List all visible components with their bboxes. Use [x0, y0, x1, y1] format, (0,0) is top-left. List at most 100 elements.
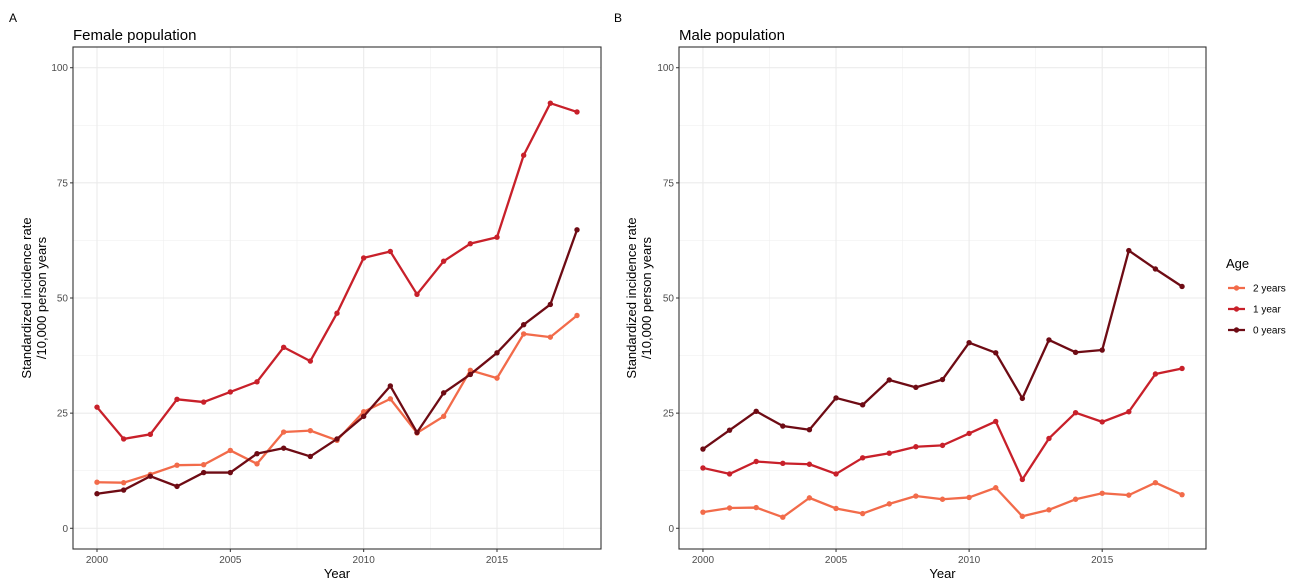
data-point: [227, 469, 234, 476]
data-point: [1152, 479, 1159, 486]
legend-key-point: [1233, 306, 1240, 312]
data-point: [780, 460, 786, 467]
data-point: [1046, 507, 1052, 513]
data-point: [574, 312, 580, 319]
data-point: [280, 429, 287, 435]
data-point: [174, 462, 180, 468]
gridlines: [73, 47, 601, 549]
data-point: [1179, 365, 1185, 372]
data-point: [414, 291, 420, 298]
data-point: [726, 427, 733, 433]
legend-key-point: [1233, 327, 1240, 333]
x-axis-title: Year: [929, 566, 956, 581]
data-point: [520, 152, 527, 158]
data-point: [254, 461, 260, 467]
x-axis-title: Year: [324, 566, 351, 581]
data-point: [547, 100, 554, 106]
data-point: [174, 396, 180, 403]
data-point: [120, 479, 127, 486]
data-point: [1072, 409, 1079, 416]
data-point: [494, 234, 500, 240]
data-point: [1099, 347, 1105, 353]
data-point: [753, 458, 759, 465]
data-point: [574, 227, 580, 233]
data-point: [859, 455, 866, 461]
data-point: [94, 479, 100, 485]
data-point: [1072, 349, 1079, 356]
data-point: [966, 430, 972, 437]
data-point: [307, 358, 314, 364]
series-0-years: [94, 227, 580, 497]
data-point: [700, 446, 706, 452]
x-tick-label: 2000: [692, 555, 715, 566]
x-tick-label: 2005: [825, 555, 848, 566]
data-point: [700, 465, 706, 471]
panel-title: Female population: [73, 27, 196, 44]
data-point: [726, 505, 733, 511]
data-point: [1072, 496, 1079, 502]
y-tick-label: 75: [57, 178, 69, 189]
data-point: [939, 442, 946, 449]
data-point: [1126, 409, 1132, 415]
y-axis-title-line2: /10,000 person years: [34, 236, 49, 359]
data-point: [833, 395, 839, 401]
data-point: [254, 450, 260, 457]
data-point: [1152, 266, 1159, 272]
data-point: [387, 383, 394, 389]
data-point: [334, 436, 340, 442]
data-point: [280, 445, 287, 451]
data-point: [227, 447, 234, 454]
data-point: [859, 402, 866, 408]
data-point: [1019, 476, 1026, 483]
legend-label: 2 years: [1253, 284, 1286, 295]
panel-title: Male population: [679, 27, 785, 44]
panel-b: B Male population 0 25 50 75 100 2000 2005 2010 20…: [614, 11, 1207, 581]
panel-letter: A: [9, 11, 17, 25]
panel-letter: B: [614, 11, 622, 25]
y-tick-label: 100: [657, 63, 674, 74]
series-1-year: [94, 100, 580, 442]
data-point: [254, 379, 260, 385]
series-0-years: [700, 247, 1185, 452]
y-tick-label: 50: [57, 294, 69, 305]
legend-key-point: [1233, 285, 1240, 291]
data-point: [94, 491, 100, 497]
data-point: [467, 367, 474, 374]
data-point: [200, 469, 207, 476]
data-point: [440, 413, 447, 420]
data-point: [913, 493, 919, 499]
data-point: [1126, 247, 1132, 254]
data-point: [440, 390, 447, 396]
data-point: [174, 483, 180, 490]
data-point: [94, 404, 100, 410]
data-point: [1126, 492, 1132, 498]
series-2-years: [700, 479, 1185, 520]
data-point: [700, 509, 706, 515]
data-point: [120, 436, 127, 442]
data-point: [780, 423, 786, 429]
data-point: [547, 334, 554, 340]
data-point: [753, 408, 759, 414]
data-point: [387, 396, 394, 402]
data-point: [833, 505, 839, 512]
legend: Age 2 years 1 year 0 years: [1226, 256, 1286, 337]
data-point: [726, 471, 733, 477]
data-point: [200, 399, 207, 405]
y-axis-title-line1: Standardized incidence rate: [624, 217, 639, 378]
data-point: [307, 427, 314, 434]
data-point: [360, 413, 367, 420]
data-point: [966, 339, 972, 346]
data-point: [1099, 490, 1105, 496]
data-point: [886, 377, 892, 383]
x-tick-label: 2000: [86, 555, 109, 566]
x-tick-label: 2015: [1091, 555, 1114, 566]
x-tick-label: 2010: [958, 555, 981, 566]
data-point: [780, 514, 786, 520]
x-tick-label: 2005: [219, 555, 242, 566]
data-point: [993, 418, 999, 425]
data-point: [120, 487, 127, 493]
y-tick-label: 100: [51, 63, 68, 74]
gridlines: [679, 47, 1206, 549]
data-point: [387, 248, 394, 255]
